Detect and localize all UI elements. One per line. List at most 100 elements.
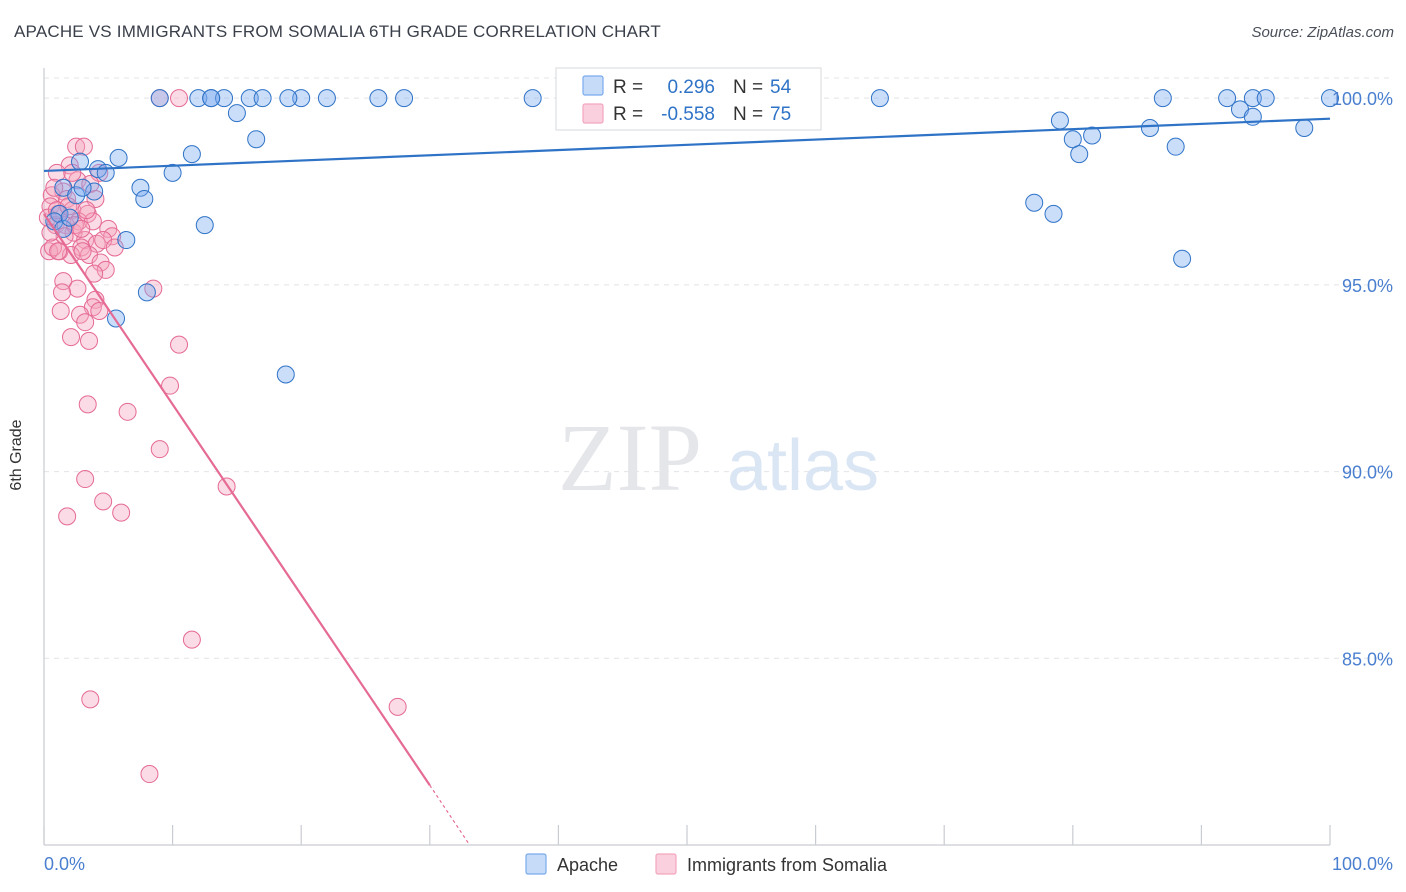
- somalia-point-70: [77, 201, 96, 220]
- somalia-point-56: [58, 507, 77, 526]
- watermark-zip: ZIP: [558, 404, 702, 511]
- somalia-point-54: [94, 492, 113, 511]
- stats-legend: R = 0.296 N = 54 R = -0.558 N = 75: [555, 67, 822, 131]
- apache-point-18: [227, 104, 246, 123]
- somalia-point-74: [49, 242, 68, 261]
- somalia-point-55: [112, 503, 131, 522]
- y-tick-labels: 100.0% 95.0% 90.0% 85.0%: [1332, 89, 1393, 669]
- trend-line-somalia: [43, 213, 431, 786]
- trend-line-somalia-extension: [429, 784, 471, 846]
- somalia-point-48: [161, 376, 180, 395]
- stats-r-value-apache: 0.296: [667, 77, 715, 98]
- watermark-atlas: atlas: [727, 426, 879, 506]
- bottom-legend: Apache Immigrants from Somalia: [525, 853, 888, 875]
- stats-n-label-apache: N =: [733, 77, 763, 98]
- apache-point-48: [276, 365, 295, 384]
- somalia-point-60: [140, 765, 159, 784]
- somalia-point-12: [58, 189, 77, 208]
- legend-swatch-apache: [525, 853, 547, 875]
- apache-point-24: [1083, 126, 1102, 145]
- apache-point-20: [1140, 119, 1159, 138]
- apache-point-6: [292, 89, 311, 108]
- stats-swatch-somalia: [582, 103, 604, 124]
- somalia-point-47: [170, 335, 189, 354]
- stats-swatch-apache: [582, 75, 604, 96]
- apache-point-44: [117, 231, 136, 250]
- somalia-point-58: [81, 690, 100, 709]
- somalia-point-50: [118, 402, 137, 421]
- apache-point-53: [73, 178, 92, 197]
- somalia-point-46: [80, 331, 99, 350]
- stats-n-label-somalia: N =: [733, 104, 763, 125]
- stats-r-label-apache: R =: [613, 77, 643, 98]
- apache-point-12: [1153, 89, 1172, 108]
- legend-label-apache: Apache: [557, 855, 618, 875]
- apache-point-15: [1321, 89, 1339, 108]
- apache-point-19: [1050, 111, 1069, 130]
- somalia-point-49: [78, 395, 97, 414]
- apache-point-49: [202, 89, 221, 108]
- apache-point-25: [1166, 137, 1185, 156]
- apache-point-42: [195, 216, 214, 235]
- somalia-point-65: [73, 242, 92, 261]
- apache-point-0: [150, 89, 169, 108]
- apache-point-5: [253, 89, 272, 108]
- apache-point-26: [1070, 145, 1089, 164]
- apache-point-23: [1063, 130, 1082, 149]
- gridlines: [44, 77, 1393, 659]
- apache-point-4: [240, 89, 259, 108]
- watermark: ZIP atlas: [558, 404, 879, 511]
- apache-point-3: [215, 89, 234, 108]
- stats-r-label-somalia: R =: [613, 104, 643, 125]
- apache-point-38: [1025, 193, 1044, 212]
- somalia-point-45: [62, 328, 81, 347]
- apache-point-14: [1243, 89, 1262, 108]
- stats-n-value-apache: 54: [770, 77, 792, 98]
- apache-point-29: [71, 152, 90, 171]
- somalia-point-52: [76, 470, 95, 489]
- stats-n-value-somalia: 75: [770, 104, 791, 125]
- legend-swatch-somalia: [655, 853, 677, 875]
- apache-point-36: [135, 189, 154, 208]
- apache-point-27: [182, 145, 201, 164]
- series-immigrants-from-somalia: [38, 89, 407, 784]
- apache-point-33: [131, 178, 150, 197]
- apache-point-31: [96, 163, 115, 182]
- somalia-point-1: [170, 89, 189, 108]
- apache-point-35: [85, 182, 104, 201]
- stats-r-value-somalia: -0.558: [661, 104, 715, 125]
- apache-point-45: [1173, 249, 1192, 268]
- apache-point-13: [1218, 89, 1237, 108]
- apache-point-51: [1256, 89, 1275, 108]
- apache-point-52: [60, 208, 79, 227]
- apache-point-22: [247, 130, 266, 149]
- y-tick-label-1: 95.0%: [1342, 276, 1393, 296]
- somalia-point-42: [90, 301, 109, 320]
- somalia-point-57: [182, 630, 201, 649]
- apache-point-7: [317, 89, 336, 108]
- y-tick-label-0: 100.0%: [1332, 89, 1393, 109]
- apache-point-50: [279, 89, 298, 108]
- somalia-point-37: [68, 279, 87, 298]
- apache-point-9: [395, 89, 414, 108]
- y-tick-label-3: 85.0%: [1342, 649, 1393, 669]
- somalia-point-2: [67, 137, 86, 156]
- somalia-point-59: [388, 697, 407, 716]
- series-apache: [45, 89, 1339, 384]
- chart-title: APACHE VS IMMIGRANTS FROM SOMALIA 6TH GR…: [14, 22, 661, 41]
- apache-point-21: [1295, 119, 1314, 138]
- somalia-point-33: [96, 260, 115, 279]
- apache-point-46: [137, 283, 156, 302]
- apache-point-11: [870, 89, 889, 108]
- apache-point-10: [523, 89, 542, 108]
- apache-point-8: [369, 89, 388, 108]
- apache-point-28: [109, 148, 128, 167]
- apache-point-1: [189, 89, 208, 108]
- apache-point-32: [163, 163, 182, 182]
- trend-lines: [43, 117, 1331, 846]
- somalia-point-6: [47, 163, 66, 182]
- somalia-point-73: [72, 219, 91, 238]
- somalia-point-24: [103, 227, 122, 246]
- somalia-point-67: [45, 178, 64, 197]
